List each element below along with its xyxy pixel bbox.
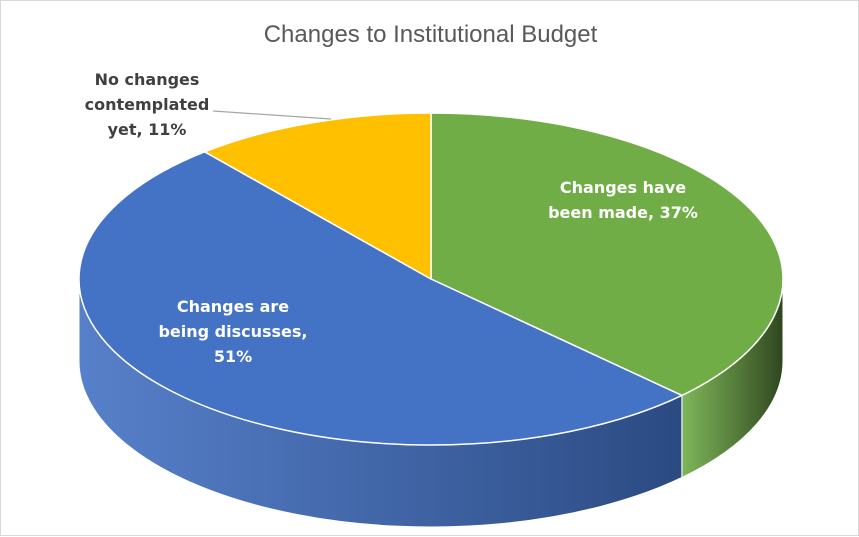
leader-line	[212, 110, 332, 120]
chart-title: Changes to Institutional Budget	[263, 21, 598, 48]
data-label-1: Changes are being discusses, 51%	[158, 297, 307, 366]
pie-slice-0	[430, 112, 784, 397]
pie-slice-2	[202, 112, 432, 281]
data-label-2: No changes contemplated yet, 11%	[85, 70, 210, 139]
data-label-0: Changes have been made, 37%	[548, 178, 698, 222]
pie-slice-1	[78, 151, 684, 446]
